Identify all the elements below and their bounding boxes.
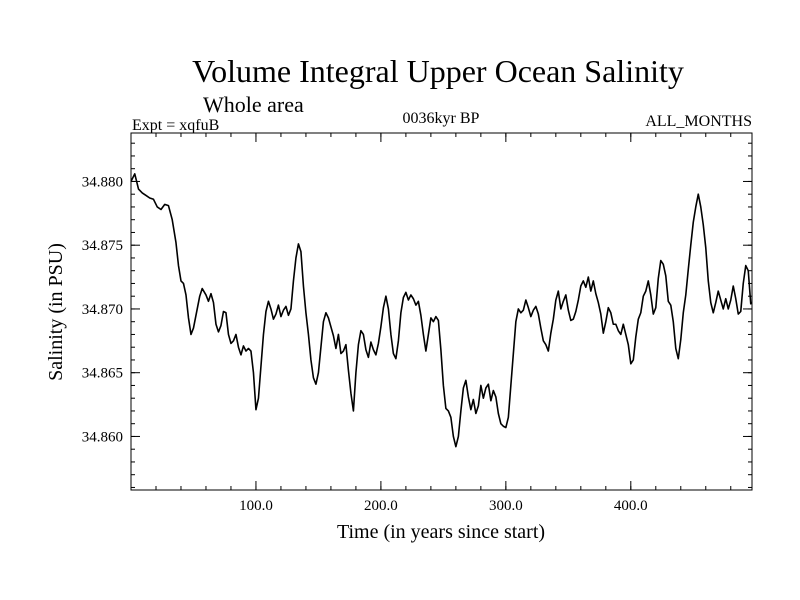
period-label: 0036kyr BP bbox=[403, 110, 480, 127]
experiment-label: Expt = xqfuB bbox=[132, 117, 219, 134]
chart-title: Volume Integral Upper Ocean Salinity bbox=[192, 53, 684, 89]
chart-subtitle: Whole area bbox=[203, 92, 304, 117]
y-axis-label: Salinity (in PSU) bbox=[45, 243, 67, 381]
x-tick-labels: 100.0 200.0 300.0 400.0 bbox=[239, 498, 648, 514]
x-axis-label: Time (in years since start) bbox=[337, 521, 545, 543]
x-tick-label: 200.0 bbox=[364, 498, 398, 514]
y-tick-label: 34.880 bbox=[82, 174, 123, 190]
axis-ticks bbox=[131, 133, 752, 490]
series-line-salinity bbox=[130, 173, 753, 448]
months-label: ALL_MONTHS bbox=[645, 113, 752, 130]
y-tick-label: 34.865 bbox=[82, 366, 123, 382]
x-tick-label: 400.0 bbox=[614, 498, 648, 514]
y-tick-label: 34.875 bbox=[82, 238, 123, 254]
y-tick-label: 34.860 bbox=[82, 429, 123, 445]
x-tick-label: 300.0 bbox=[489, 498, 523, 514]
y-tick-labels: 34.860 34.865 34.870 34.875 34.880 bbox=[82, 174, 123, 445]
x-tick-label: 100.0 bbox=[239, 498, 273, 514]
plot-frame bbox=[130, 132, 753, 491]
y-tick-label: 34.870 bbox=[82, 302, 123, 318]
